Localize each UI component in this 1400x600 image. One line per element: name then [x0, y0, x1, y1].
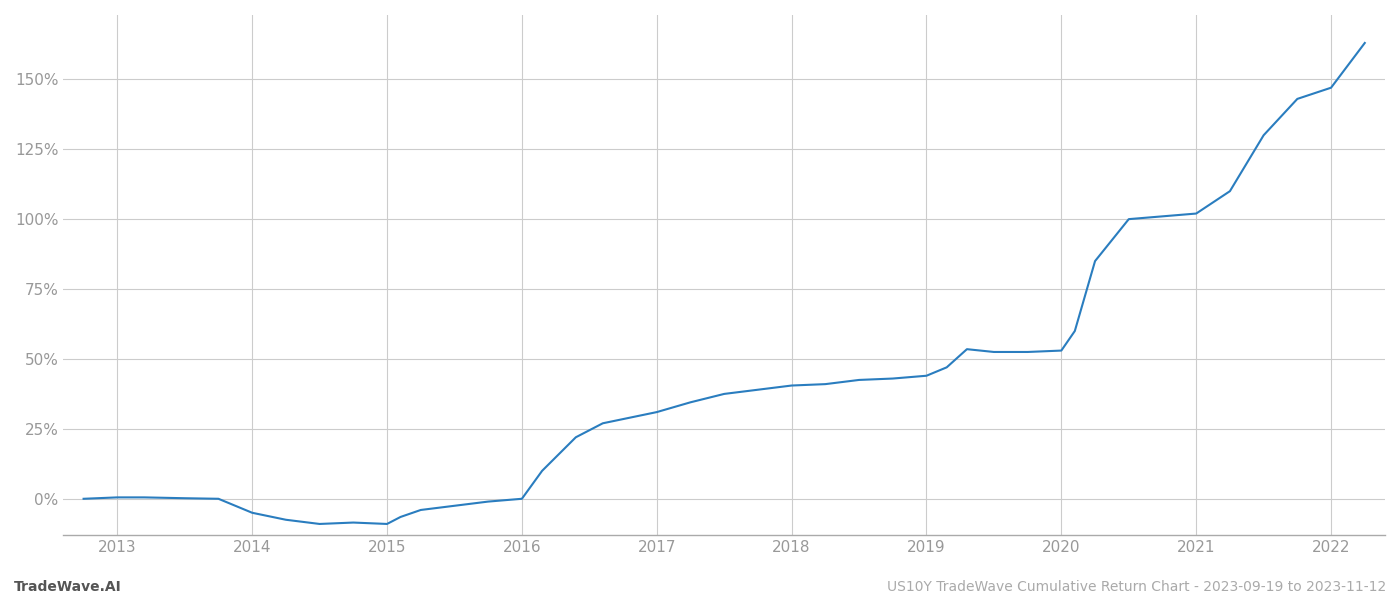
- Text: US10Y TradeWave Cumulative Return Chart - 2023-09-19 to 2023-11-12: US10Y TradeWave Cumulative Return Chart …: [886, 580, 1386, 594]
- Text: TradeWave.AI: TradeWave.AI: [14, 580, 122, 594]
